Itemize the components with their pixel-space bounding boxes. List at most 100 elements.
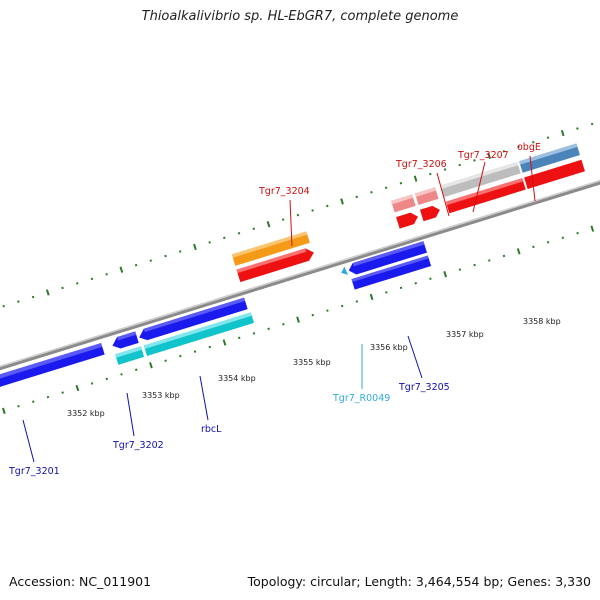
scale-minor-tick [355,195,358,199]
scale-major-tick [222,339,227,346]
label-tgr7-r0049[interactable]: Tgr7_R0049 [332,393,390,404]
scale-minor-tick [17,404,20,408]
scale-major-tick [193,243,197,251]
scale-minor-tick [46,395,50,399]
gene-cyan-large[interactable] [143,312,255,356]
scale-major-tick [1,407,6,414]
scale-minor-tick [326,204,329,208]
scale-minor-tick [399,286,403,290]
scale-minor-tick [252,332,256,335]
scale-major-tick [75,384,80,392]
scale-minor-tick [502,150,506,153]
scale-major-tick [45,289,50,296]
scale-major-tick [516,248,521,255]
label-tgr7-3201[interactable]: Tgr7_3201 [8,466,60,477]
scale-minor-tick [134,263,138,267]
scale-minor-tick [473,263,476,267]
scale-minor-tick [443,168,447,171]
scale-minor-tick [340,304,344,308]
scale-minor-tick [105,273,108,276]
scale-major-tick [487,152,491,160]
scale-minor-tick [2,304,5,308]
scale-major-tick [119,266,124,273]
scale-minor-tick [105,377,109,381]
scale-minor-tick [576,231,579,235]
scale-minor-tick [370,191,373,194]
scale-minor-tick [399,181,403,185]
scale-minor-tick [473,159,476,162]
scale-label-3358: 3358 kbp [523,317,561,326]
scale-minor-tick [134,368,138,372]
scale-major-tick [266,221,271,228]
scale-label-3353: 3353 kbp [142,391,180,400]
gene-tgr7-3205-lower[interactable] [351,255,432,290]
gene-tgr7-r0049[interactable] [340,266,349,276]
scale-minor-tick [517,145,520,149]
label-tgr7-3206[interactable]: Tgr7_3206 [395,159,447,170]
scale-major-tick [369,293,374,301]
gene-next-red[interactable] [524,159,585,189]
scale-minor-tick [75,282,79,285]
gene-cyan-small[interactable] [115,346,145,365]
scale-minor-tick [31,295,35,299]
gene-tgr7-3206-pink[interactable] [391,194,416,213]
genome-backbone-highlight [0,164,600,380]
gene-tgr7-3206[interactable] [396,211,420,229]
scale-minor-tick [179,354,182,358]
scale-minor-tick [149,259,153,262]
scale-minor-tick [267,327,270,331]
scale-minor-tick [458,268,462,271]
scale-minor-tick [326,309,329,312]
gene-tgr7-3207[interactable] [419,204,442,222]
scale-minor-tick [282,323,285,326]
genome-summary-text: Topology: circular; Length: 3,464,554 bp… [247,574,591,589]
gene-next-steel[interactable] [519,143,580,173]
scale-minor-tick [237,232,241,235]
scale-dots-top [2,122,594,308]
scale-label-3355: 3355 kbp [293,358,331,367]
scale-minor-tick [252,227,256,230]
scale-label-3356: 3356 kbp [370,343,408,352]
gene-labels: Tgr7_3201 Tgr7_3202 rbcL Tgr7_3204 Tgr7_… [8,142,541,477]
scale-minor-tick [532,140,535,144]
scale-minor-tick [61,286,64,290]
scale-minor-tick [502,254,506,258]
scale-major-tick [413,175,418,182]
scale-labels: 3352 kbp 3353 kbp 3354 kbp 3355 kbp 3356… [67,317,561,418]
label-tgr7-3205[interactable]: Tgr7_3205 [398,382,450,393]
gene-tgr7-3205[interactable] [347,241,427,276]
track-frame [0,122,600,414]
scale-minor-tick [90,277,94,281]
label-tgr7-3204[interactable]: Tgr7_3204 [258,186,310,197]
scale-minor-tick [237,336,241,340]
scale-minor-tick [120,373,123,376]
scale-minor-tick [208,241,211,244]
scale-label-3357: 3357 kbp [446,330,484,339]
label-tgr7-3202[interactable]: Tgr7_3202 [112,440,164,451]
scale-minor-tick [208,345,212,349]
scale-minor-tick [281,218,285,221]
label-rbcl[interactable]: rbcL [201,424,222,435]
scale-label-3354: 3354 kbp [218,374,256,383]
scale-major-tick [590,225,595,232]
label-obge[interactable]: obgE [517,142,541,153]
scale-major-tick [149,362,153,369]
gene-tgr7-3204[interactable] [236,246,315,283]
gene-tgr7-3202[interactable] [110,331,139,350]
gene-obge[interactable] [445,178,526,214]
gene-tgr7-3204-orange[interactable] [231,231,310,266]
scale-minor-tick [193,350,197,353]
scale-minor-tick [546,136,550,139]
gene-tgr7-3207-pink[interactable] [414,187,439,205]
scale-minor-tick [164,359,167,362]
scale-minor-tick [576,127,579,130]
scale-minor-tick [61,391,64,394]
scale-minor-tick [384,186,388,189]
scale-minor-tick [532,245,535,249]
gene-rbcl[interactable] [137,297,248,343]
gene-tgr7-3201[interactable] [0,342,105,389]
label-tgr7-3207[interactable]: Tgr7_3207 [457,150,509,161]
scale-minor-tick [355,300,359,303]
scale-major-tick [560,129,565,137]
